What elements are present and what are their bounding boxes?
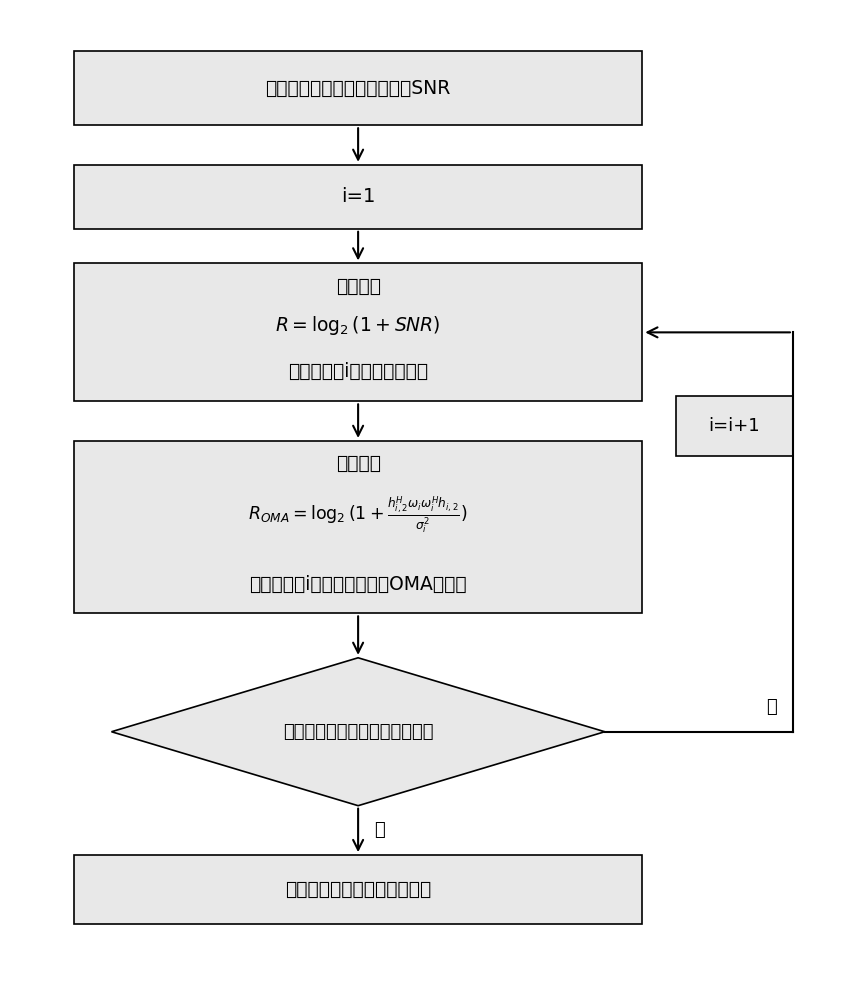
Text: $R = \log_2(1 + SNR)$: $R = \log_2(1 + SNR)$ bbox=[275, 314, 441, 337]
Text: i=1: i=1 bbox=[341, 187, 376, 206]
Bar bbox=[74, 263, 643, 401]
Text: 是: 是 bbox=[374, 821, 384, 839]
Text: 否: 否 bbox=[767, 698, 778, 716]
Text: $R_{OMA} = \log_2(1 + \frac{h_{i,2}^H \omega_i \omega_i^H h_{i,2}}{\sigma_i^2})$: $R_{OMA} = \log_2(1 + \frac{h_{i,2}^H \o… bbox=[248, 494, 468, 536]
Bar bbox=[676, 396, 793, 456]
Text: 计算用户组i中用户目标速率: 计算用户组i中用户目标速率 bbox=[288, 362, 428, 381]
Bar bbox=[74, 855, 643, 924]
Text: 读取各个用户分组情况和目标SNR: 读取各个用户分组情况和目标SNR bbox=[265, 79, 450, 98]
Bar bbox=[74, 51, 643, 125]
Bar bbox=[74, 165, 643, 229]
Text: 将用户速率计算结果存入缓存: 将用户速率计算结果存入缓存 bbox=[285, 880, 431, 899]
Text: 计算完所有用户组的用户速率？: 计算完所有用户组的用户速率？ bbox=[283, 723, 434, 741]
Text: i=i+1: i=i+1 bbox=[709, 417, 760, 435]
Bar bbox=[74, 441, 643, 613]
Polygon shape bbox=[111, 658, 604, 806]
Text: 利用公式: 利用公式 bbox=[336, 454, 381, 473]
Text: 计算用户组i中边缘用户采用OMA的速率: 计算用户组i中边缘用户采用OMA的速率 bbox=[249, 575, 467, 594]
Text: 利用公式: 利用公式 bbox=[336, 277, 381, 296]
